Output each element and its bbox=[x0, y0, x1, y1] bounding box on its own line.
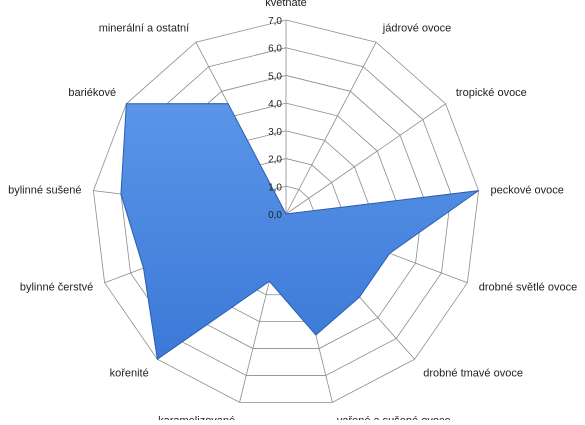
category-label-4: drobné světlé ovoce bbox=[479, 281, 577, 293]
category-label-11: bariékové bbox=[68, 87, 116, 99]
series-area-0 bbox=[121, 104, 479, 360]
category-label-1: jádrové ovoce bbox=[382, 22, 452, 34]
tick-label-5: 5,0 bbox=[268, 71, 282, 82]
category-label-8: kořenité bbox=[110, 368, 149, 380]
category-label-3: peckové ovoce bbox=[491, 184, 564, 196]
tick-label-7: 7,0 bbox=[268, 16, 282, 27]
tick-label-4: 4,0 bbox=[268, 99, 282, 110]
category-labels: květnaté jádrové ovoce tropické ovoce pecko… bbox=[8, 0, 577, 420]
radial-axis-ticks: 0,0 1,0 2,0 3,0 4,0 5,0 6,0 7,0 bbox=[268, 16, 282, 221]
tick-label-3: 3,0 bbox=[268, 127, 282, 138]
tick-label-6: 6,0 bbox=[268, 44, 282, 55]
category-label-0: květnaté bbox=[265, 0, 307, 9]
tick-label-0: 0,0 bbox=[268, 210, 282, 221]
category-label-10: bylinné sušené bbox=[8, 184, 81, 196]
category-label-2: tropické ovoce bbox=[456, 87, 527, 99]
category-label-6: vařené a sušené ovoce bbox=[337, 415, 451, 420]
tick-label-1: 1,0 bbox=[268, 182, 282, 193]
radar-series bbox=[121, 104, 479, 360]
category-label-12: minerální a ostatní bbox=[99, 22, 190, 34]
category-label-5: drobné tmavé ovoce bbox=[423, 368, 523, 380]
tick-label-2: 2,0 bbox=[268, 155, 282, 166]
category-label-7: karamelizované bbox=[158, 415, 235, 420]
category-label-9: bylinné čerstvé bbox=[20, 281, 93, 293]
